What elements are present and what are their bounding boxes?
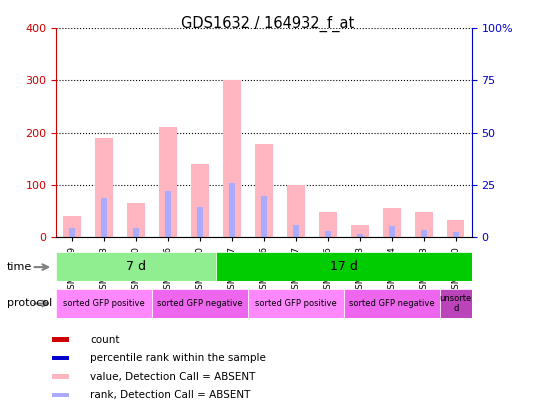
Text: sorted GFP positive: sorted GFP positive — [63, 299, 145, 308]
Text: count: count — [90, 335, 120, 345]
Bar — [133, 228, 139, 237]
Bar — [383, 208, 400, 237]
Bar — [229, 183, 235, 237]
Bar — [223, 81, 241, 237]
Bar — [440, 289, 472, 318]
Text: GDS1632 / 164932_f_at: GDS1632 / 164932_f_at — [181, 15, 355, 32]
Bar — [69, 228, 75, 237]
Text: sorted GFP negative: sorted GFP negative — [349, 299, 435, 308]
Bar — [415, 212, 433, 237]
Bar — [53, 393, 69, 397]
Bar — [56, 289, 152, 318]
Text: time: time — [7, 262, 32, 272]
Bar — [293, 226, 299, 237]
Text: sorted GFP negative: sorted GFP negative — [157, 299, 243, 308]
Text: sorted GFP positive: sorted GFP positive — [255, 299, 337, 308]
Bar — [344, 289, 440, 318]
Bar — [95, 138, 113, 237]
Bar — [63, 216, 81, 237]
Text: protocol: protocol — [7, 298, 52, 308]
Text: unsorte
d: unsorte d — [440, 294, 472, 313]
Bar — [287, 185, 305, 237]
Bar — [453, 232, 459, 237]
Bar — [128, 203, 145, 237]
Bar — [357, 234, 363, 237]
Text: 7 d: 7 d — [126, 260, 146, 273]
Bar — [319, 212, 337, 237]
Bar — [248, 289, 344, 318]
Bar — [216, 252, 472, 281]
Bar — [325, 231, 331, 237]
Text: percentile rank within the sample: percentile rank within the sample — [90, 353, 266, 363]
Bar — [351, 226, 369, 237]
Bar — [389, 226, 394, 237]
Bar — [159, 128, 177, 237]
Bar — [261, 196, 267, 237]
Bar — [421, 230, 427, 237]
Bar — [53, 374, 69, 379]
Text: 17 d: 17 d — [330, 260, 358, 273]
Bar — [447, 220, 465, 237]
Bar — [255, 144, 273, 237]
Bar — [165, 191, 171, 237]
Bar — [56, 252, 216, 281]
Bar — [53, 356, 69, 360]
Bar — [197, 207, 203, 237]
Text: value, Detection Call = ABSENT: value, Detection Call = ABSENT — [90, 371, 256, 382]
Text: rank, Detection Call = ABSENT: rank, Detection Call = ABSENT — [90, 390, 250, 400]
Bar — [152, 289, 248, 318]
Bar — [191, 164, 209, 237]
Bar — [101, 198, 107, 237]
Bar — [53, 337, 69, 342]
